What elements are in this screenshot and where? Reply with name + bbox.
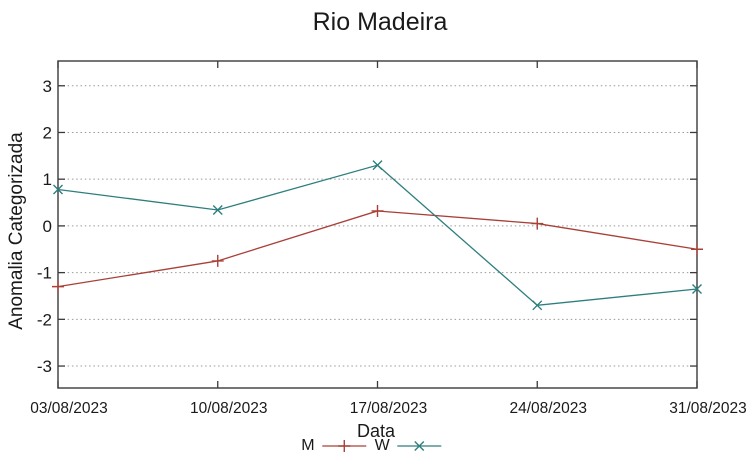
y-tick-label: -3 bbox=[37, 357, 52, 376]
series-line-W bbox=[57, 164, 698, 306]
legend-item-W: W bbox=[375, 437, 443, 455]
x-tick-label: 17/08/2023 bbox=[350, 400, 428, 417]
y-tick-label: -2 bbox=[37, 310, 52, 329]
plus-marker bbox=[371, 204, 384, 217]
plus-marker bbox=[531, 217, 544, 230]
legend-sample-x-marker bbox=[397, 441, 442, 451]
x-tick-label: 24/08/2023 bbox=[509, 400, 587, 417]
x-tick-label: 31/08/2023 bbox=[669, 400, 747, 417]
legend-label: W bbox=[374, 437, 390, 454]
y-tick-label: 1 bbox=[43, 170, 52, 189]
x-marker bbox=[53, 184, 63, 195]
x-marker bbox=[692, 283, 702, 294]
x-marker bbox=[372, 160, 383, 171]
series-line-M bbox=[57, 210, 698, 288]
y-tick-label: 0 bbox=[43, 217, 52, 236]
chart-title: Rio Madeira bbox=[312, 8, 448, 36]
plus-marker bbox=[211, 254, 224, 267]
x-tick-label: 10/08/2023 bbox=[190, 400, 268, 417]
legend-sample-plus-marker bbox=[322, 440, 367, 452]
legend-item-M: M bbox=[301, 437, 367, 455]
x-marker bbox=[532, 300, 543, 311]
plus-marker bbox=[691, 243, 703, 256]
x-axis-title: Data bbox=[356, 421, 396, 441]
plot-border bbox=[57, 60, 698, 389]
legend-label: M bbox=[301, 437, 315, 454]
plus-marker bbox=[52, 280, 64, 293]
y-tick-label: 3 bbox=[43, 77, 52, 96]
y-tick-label: -1 bbox=[37, 264, 52, 283]
x-tick-label: 03/08/2023 bbox=[30, 400, 108, 417]
x-marker bbox=[212, 205, 223, 216]
y-tick-label: 2 bbox=[43, 123, 52, 142]
